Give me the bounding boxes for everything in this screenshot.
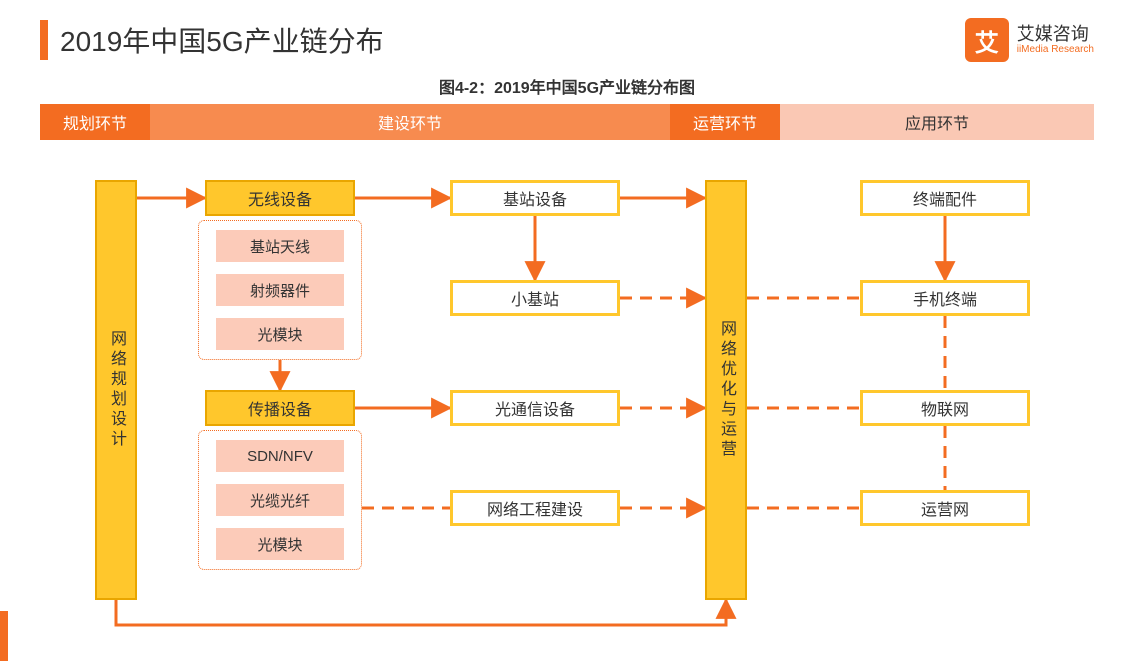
node-运营网: 运营网 [860,490,1030,526]
brand-name-cn: 艾媒咨询 [1017,25,1094,45]
node-网络优化与运营: 网络优化与运营 [705,180,747,600]
stage-建设环节: 建设环节 [150,104,670,140]
edge-plan-opsopt [116,600,726,625]
node-物联网: 物联网 [860,390,1030,426]
diagram-canvas: 网络规划设计 网络优化与运营 无线设备传播设备 基站设备小基站光通信设备网络工程建设 终… [40,165,1094,641]
sub-基站天线: 基站天线 [216,230,344,262]
node-网络工程建设: 网络工程建设 [450,490,620,526]
node-手机终端: 手机终端 [860,280,1030,316]
node-光通信设备: 光通信设备 [450,390,620,426]
sub-光缆光纤: 光缆光纤 [216,484,344,516]
node-终端配件: 终端配件 [860,180,1030,216]
stage-bar: 规划环节建设环节运营环节应用环节 [40,104,1094,140]
diagram-subtitle: 图4-2：2019年中国5G产业链分布图 [0,74,1134,98]
title-bar: 2019年中国5G产业链分布 艾 艾媒咨询 iiMedia Research [0,0,1134,62]
node-小基站: 小基站 [450,280,620,316]
node-网络规划设计: 网络规划设计 [95,180,137,600]
sub-光模块: 光模块 [216,528,344,560]
brand-logo-icon: 艾 [965,18,1009,62]
node-传播设备: 传播设备 [205,390,355,426]
title-accent [40,20,48,60]
sub-射频器件: 射频器件 [216,274,344,306]
bottom-accent [0,611,8,661]
stage-运营环节: 运营环节 [670,104,780,140]
node-无线设备: 无线设备 [205,180,355,216]
brand-name-en: iiMedia Research [1017,44,1094,55]
page-title: 2019年中国5G产业链分布 [60,20,384,60]
node-基站设备: 基站设备 [450,180,620,216]
sub-SDN/NFV: SDN/NFV [216,440,344,472]
sub-光模块: 光模块 [216,318,344,350]
stage-规划环节: 规划环节 [40,104,150,140]
stage-应用环节: 应用环节 [780,104,1094,140]
brand-logo-block: 艾 艾媒咨询 iiMedia Research [965,18,1094,62]
